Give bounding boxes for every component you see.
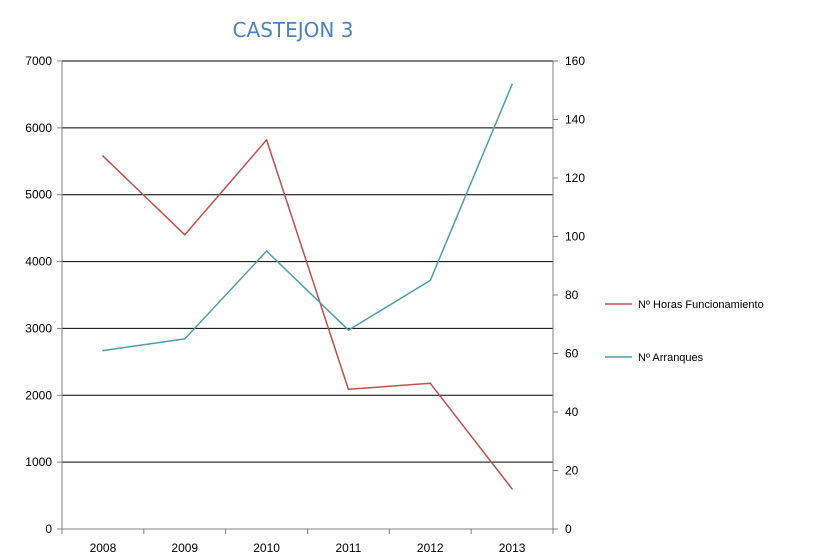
left-tick-label-1: 1000 bbox=[25, 455, 52, 469]
series-1-point-5 bbox=[511, 83, 513, 86]
left-tick-label-2: 2000 bbox=[25, 388, 52, 402]
legend-label-1: Nº Arranques bbox=[638, 352, 704, 364]
x-axis-ticks: 2008 2009 2010 2011 2012 2013 bbox=[90, 541, 526, 555]
series-0-point-1 bbox=[183, 234, 186, 236]
series-0-point-4 bbox=[429, 382, 432, 385]
x-tick-label-5: 2013 bbox=[499, 541, 526, 555]
left-tick-label-6: 6000 bbox=[25, 121, 52, 135]
x-tick-label-2: 2010 bbox=[253, 541, 280, 555]
right-tick-label-8: 160 bbox=[565, 54, 585, 68]
left-tick-label-5: 5000 bbox=[25, 188, 52, 202]
left-axis-ticks: 0 1000 2000 3000 4000 5000 6000 7000 bbox=[25, 54, 52, 536]
series-lines bbox=[102, 83, 513, 490]
left-tick-label-3: 3000 bbox=[25, 321, 52, 335]
x-tick-label-0: 2008 bbox=[90, 541, 117, 555]
x-tick-label-4: 2012 bbox=[417, 541, 444, 555]
series-1-point-0 bbox=[102, 349, 104, 352]
right-axis-ticks: 0 20 40 60 80 100 120 140 160 bbox=[565, 54, 585, 536]
left-tick-label-7: 7000 bbox=[25, 54, 52, 68]
legend: Nº Horas Funcionamiento Nº Arranques bbox=[605, 299, 764, 364]
x-tick-label-3: 2011 bbox=[336, 541, 362, 555]
axes bbox=[57, 60, 558, 534]
series-1-point-2 bbox=[265, 250, 268, 252]
legend-label-0: Nº Horas Funcionamiento bbox=[638, 299, 764, 311]
left-tick-label-4: 4000 bbox=[25, 255, 52, 269]
right-tick-label-7: 140 bbox=[565, 113, 585, 127]
series-0-point-5 bbox=[511, 488, 513, 490]
series-0-point-0 bbox=[102, 155, 104, 157]
left-tick-label-0: 0 bbox=[45, 522, 52, 536]
series-0-point-2 bbox=[265, 139, 268, 141]
right-tick-label-0: 0 bbox=[565, 522, 572, 536]
chart-title: CASTEJON 3 bbox=[233, 18, 354, 42]
series-line-0 bbox=[102, 139, 513, 490]
right-tick-label-1: 20 bbox=[565, 464, 579, 478]
series-0-point-3 bbox=[347, 388, 350, 391]
series-1-point-4 bbox=[429, 279, 432, 282]
right-tick-label-4: 80 bbox=[565, 288, 579, 302]
right-tick-label-6: 120 bbox=[565, 171, 585, 185]
gridlines bbox=[62, 60, 553, 463]
right-tick-label-2: 40 bbox=[565, 405, 579, 419]
series-1-point-3 bbox=[347, 329, 350, 331]
series-line-1 bbox=[102, 84, 513, 352]
right-tick-label-3: 60 bbox=[565, 347, 579, 361]
right-tick-label-5: 100 bbox=[565, 230, 585, 244]
series-1-point-1 bbox=[183, 338, 186, 340]
x-tick-label-1: 2009 bbox=[171, 541, 198, 555]
